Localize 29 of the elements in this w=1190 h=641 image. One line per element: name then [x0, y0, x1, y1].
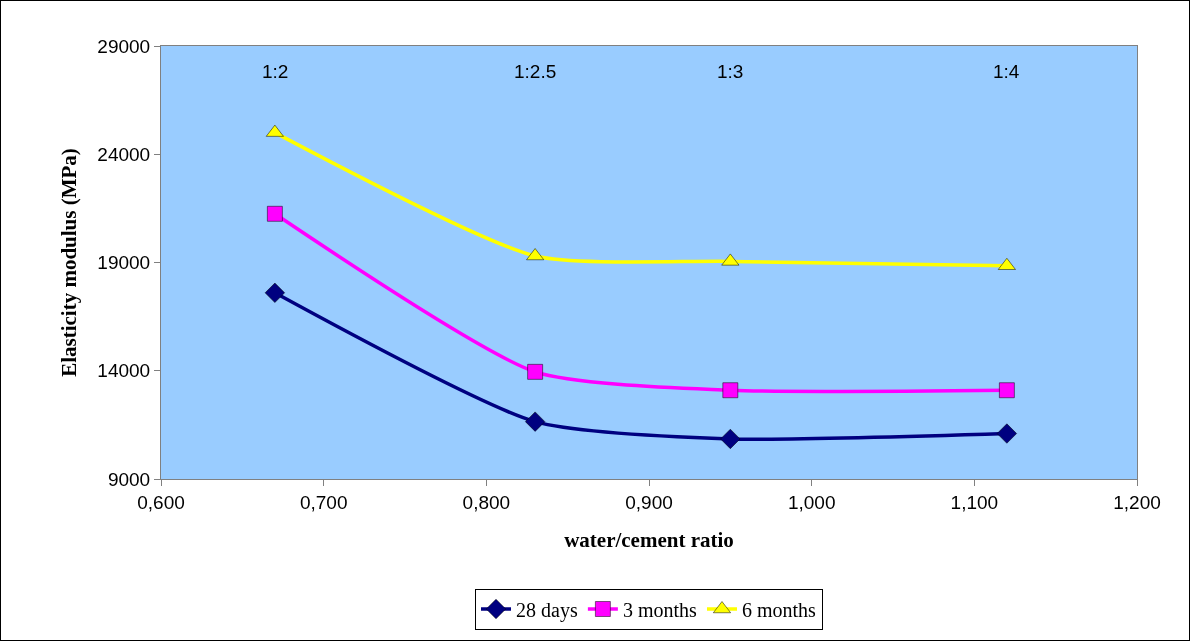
annotation: 1:4 [993, 61, 1020, 82]
point [999, 382, 1015, 398]
point [720, 428, 741, 449]
annotation: 1:3 [717, 61, 744, 82]
legend-label: 3 months [622, 598, 697, 621]
x-axis-title: water/cement ratio [564, 528, 734, 552]
y-tick-label: 29000 [97, 35, 151, 57]
point [996, 423, 1017, 444]
y-tick-label: 14000 [97, 360, 151, 382]
point [267, 206, 283, 222]
point [264, 282, 285, 303]
point [722, 382, 739, 398]
legend-label: 28 days [516, 598, 578, 622]
y-tick-label: 9000 [107, 468, 151, 490]
x-tick-label: 0,600 [137, 491, 185, 513]
annotation: 1:2 [262, 61, 289, 82]
annotation: 1:2.5 [514, 61, 557, 82]
x-tick-label: 0,900 [625, 491, 673, 513]
x-tick-label: 1,000 [787, 491, 836, 513]
x-tick-label: 1,100 [950, 491, 999, 513]
x-tick-label: 0,700 [299, 491, 348, 513]
y-tick-label: 24000 [97, 143, 151, 165]
x-tick-label: 0,800 [462, 491, 511, 513]
y-tick-label: 19000 [97, 252, 151, 274]
legend-label: 6 months [741, 598, 817, 621]
point [527, 364, 543, 380]
x-tick-label: 1,200 [1113, 491, 1161, 513]
point [525, 411, 546, 432]
y-axis-title: Elasticity modulus (MPa) [56, 148, 81, 377]
